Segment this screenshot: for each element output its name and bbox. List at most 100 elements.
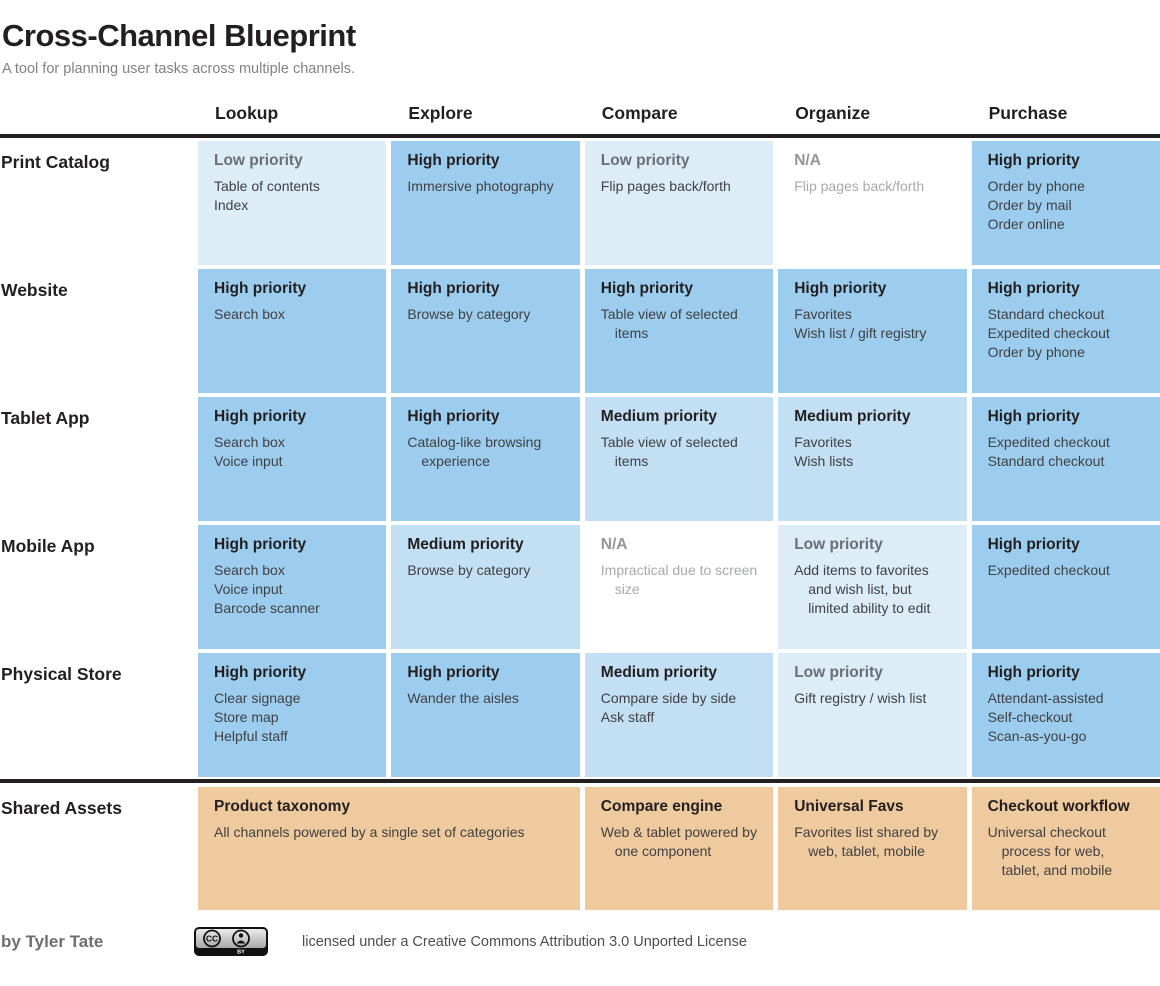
cell-item: Order by phone — [987, 178, 1085, 194]
cell-print-catalog-explore: High priority Immersive photography — [391, 141, 580, 265]
priority-label: High priority — [407, 152, 500, 169]
cell-item: Compare side by side — [600, 690, 737, 706]
priority-label: Low priority — [794, 536, 883, 553]
priority-label: High priority — [214, 664, 307, 681]
page-title: Cross-Channel Blueprint — [2, 18, 356, 53]
cell-item: Store map — [214, 709, 279, 725]
cell-physical-store-organize: Low priority Gift registry / wish list — [778, 653, 967, 777]
priority-label: Medium priority — [794, 408, 911, 425]
cell-item: Browse by category — [407, 306, 531, 322]
row-mobile-app: Mobile App High priority Search box Voic… — [0, 525, 1160, 649]
cell-website-purchase: High priority Standard checkout Expedite… — [971, 269, 1160, 393]
priority-label: Medium priority — [600, 664, 718, 681]
cell-item: Immersive photography — [407, 178, 554, 194]
cell-website-lookup: High priority Search box — [198, 269, 387, 393]
priority-label: High priority — [987, 408, 1080, 425]
cell-physical-store-lookup: High priority Clear signage Store map He… — [198, 653, 387, 777]
priority-label: High priority — [600, 280, 693, 297]
row-label-mobile-app: Mobile App — [0, 525, 193, 649]
column-header-compare: Compare — [601, 103, 678, 123]
priority-label: High priority — [987, 152, 1080, 169]
priority-label: High priority — [987, 536, 1080, 553]
cell-item: Add items to favorites and wish list, bu… — [794, 562, 931, 616]
cell-item: Order online — [987, 216, 1065, 232]
cc-by-license-badge[interactable]: CC BY — [193, 926, 269, 957]
shared-asset-desc: Web & tablet powered by one component — [600, 824, 757, 859]
cell-tablet-app-lookup: High priority Search box Voice input — [198, 397, 387, 521]
priority-label: High priority — [214, 536, 307, 553]
row-website: Website High priority Search box High pr… — [0, 269, 1160, 393]
top-divider — [0, 134, 1160, 138]
row-label-shared-assets: Shared Assets — [0, 787, 193, 910]
cell-item: Scan-as-you-go — [987, 728, 1087, 744]
row-label-tablet-app: Tablet App — [0, 397, 193, 521]
corner-spacer — [0, 123, 193, 134]
priority-label: High priority — [214, 280, 307, 297]
row-print-catalog: Print Catalog Low priority Table of cont… — [0, 141, 1160, 265]
cell-item: Expedited checkout — [987, 434, 1110, 450]
license-text: licensed under a Creative Commons Attrib… — [302, 933, 747, 950]
shared-asset-title: Product taxonomy — [214, 798, 351, 815]
priority-label: Low priority — [214, 152, 303, 169]
cell-item: Standard checkout — [987, 306, 1105, 322]
cell-tablet-app-explore: High priority Catalog-like browsing expe… — [391, 397, 580, 521]
cell-print-catalog-organize: N/A Flip pages back/forth — [778, 141, 967, 265]
column-header-explore: Explore — [408, 103, 473, 123]
column-header-organize: Organize — [795, 103, 871, 123]
person-icon — [232, 929, 250, 948]
cell-item: Favorites — [794, 306, 852, 322]
priority-label: High priority — [407, 408, 500, 425]
cell-item: Search box — [214, 562, 285, 578]
cell-tablet-app-purchase: High priority Expedited checkout Standar… — [971, 397, 1160, 521]
cell-item: Browse by category — [407, 562, 531, 578]
row-physical-store: Physical Store High priority Clear signa… — [0, 653, 1160, 777]
row-shared-assets: Shared Assets Product taxonomy All chann… — [0, 787, 1160, 910]
shared-asset-title: Compare engine — [600, 798, 723, 815]
cell-mobile-app-lookup: High priority Search box Voice input Bar… — [198, 525, 387, 649]
priority-label: N/A — [600, 536, 628, 553]
priority-label: High priority — [794, 280, 887, 297]
cell-item: Catalog-like browsing experience — [407, 434, 542, 469]
column-header-row: Lookup Explore Compare Organize Purchase — [0, 103, 1160, 134]
cell-item: Flip pages back/forth — [600, 178, 731, 194]
cell-mobile-app-explore: Medium priority Browse by category — [391, 525, 580, 649]
priority-label: Medium priority — [600, 408, 718, 425]
column-header-lookup: Lookup — [215, 103, 279, 123]
cell-print-catalog-compare: Low priority Flip pages back/forth — [584, 141, 774, 265]
cell-website-compare: High priority Table view of selected ite… — [584, 269, 774, 393]
priority-label: Medium priority — [407, 536, 524, 553]
cell-tablet-app-compare: Medium priority Table view of selected i… — [584, 397, 774, 521]
priority-label: High priority — [987, 664, 1080, 681]
by-letters: BY — [237, 950, 245, 956]
cell-item: Standard checkout — [987, 453, 1105, 469]
cell-item: Search box — [214, 306, 285, 322]
shared-asset-desc: Favorites list shared by web, tablet, mo… — [794, 824, 939, 859]
priority-label: Low priority — [600, 152, 690, 169]
cell-item: Ask staff — [600, 709, 655, 725]
cell-item: Expedited checkout — [987, 325, 1110, 341]
cell-physical-store-purchase: High priority Attendant-assisted Self-ch… — [971, 653, 1160, 777]
row-tablet-app: Tablet App High priority Search box Voic… — [0, 397, 1160, 521]
priority-label: Low priority — [794, 664, 883, 681]
cell-print-catalog-lookup: Low priority Table of contents Index — [198, 141, 387, 265]
cell-item: Self-checkout — [987, 709, 1073, 725]
priority-label: High priority — [407, 664, 500, 681]
cell-item: Table of contents — [214, 178, 320, 194]
cell-mobile-app-organize: Low priority Add items to favorites and … — [778, 525, 967, 649]
cell-tablet-app-organize: Medium priority Favorites Wish lists — [778, 397, 967, 521]
cell-physical-store-explore: High priority Wander the aisles — [391, 653, 580, 777]
cell-item: Helpful staff — [214, 728, 288, 744]
cell-shared-product-taxonomy: Product taxonomy All channels powered by… — [198, 787, 580, 910]
cell-item: Table view of selected items — [600, 434, 738, 469]
shared-asset-desc: Universal checkout process for web, tabl… — [987, 824, 1113, 878]
priority-label: High priority — [214, 408, 307, 425]
cell-item: Wish list / gift registry — [794, 325, 927, 341]
cell-item: Gift registry / wish list — [794, 690, 927, 706]
row-label-website: Website — [0, 269, 193, 393]
cell-physical-store-compare: Medium priority Compare side by side Ask… — [584, 653, 774, 777]
row-label-print-catalog: Print Catalog — [0, 141, 193, 265]
priority-label: High priority — [987, 280, 1080, 297]
cell-shared-compare-engine: Compare engine Web & tablet powered by o… — [584, 787, 774, 910]
cell-item: Order by mail — [987, 197, 1072, 213]
shared-asset-desc: All channels powered by a single set of … — [214, 824, 525, 840]
